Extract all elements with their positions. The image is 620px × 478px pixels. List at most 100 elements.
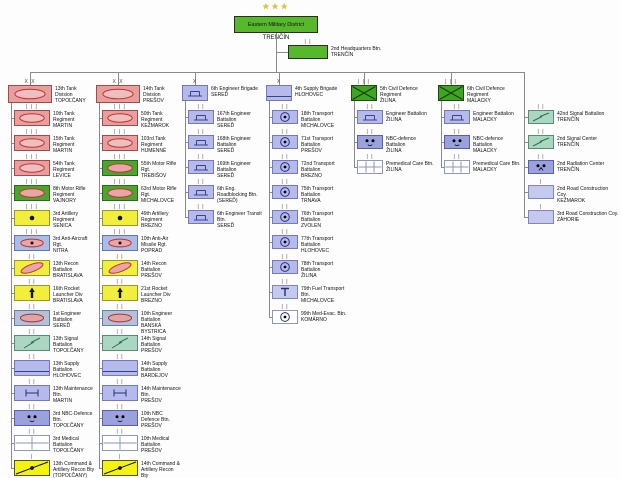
echelon-mark: | | | bbox=[114, 178, 126, 185]
connector-line bbox=[11, 193, 14, 194]
echelon-mark: | | bbox=[116, 378, 124, 385]
connector-line bbox=[11, 118, 14, 119]
unit-label: 103rd Tank Regiment HUMENNÉ bbox=[141, 136, 181, 154]
connector-line bbox=[524, 192, 528, 193]
echelon-mark: | | bbox=[453, 103, 461, 110]
unit-label: 55th Motor Rifle Rgt. TREBIŠOV bbox=[141, 161, 181, 179]
unit-place: NITRA bbox=[53, 248, 68, 254]
connector-line bbox=[451, 72, 452, 85]
unit-name: 18th Transport Battalion bbox=[301, 111, 334, 123]
unit-label: 13th Supply Battalion HLOHOVEC bbox=[53, 361, 95, 379]
unit-place: BANSKÁ BYSTRICA bbox=[141, 323, 167, 335]
echelon-mark: | | bbox=[116, 278, 124, 285]
echelon-mark: | | | bbox=[358, 78, 370, 85]
unit-symbol-medical-icon bbox=[102, 435, 138, 451]
unit-place: ZÁHORIE bbox=[557, 217, 580, 223]
unit-label: 167th Engineer Battalion SEREĎ bbox=[217, 111, 265, 129]
unit-label: 14th Recon Battalion PREŠOV bbox=[141, 261, 181, 279]
unit-symbol-armor-icon bbox=[102, 135, 138, 151]
unit-place: SEREĎ bbox=[217, 148, 235, 154]
unit-name: NBC-defence Battalion bbox=[386, 136, 417, 148]
unit-label: 14th Maintenance Btn. PREŠOV bbox=[141, 386, 181, 404]
unit-name: 3rd NBC-Defence Btn. bbox=[53, 411, 93, 423]
unit-label: 6th Eng. Roadblocking Btn. (SEREĎ) bbox=[217, 186, 265, 204]
connector-line bbox=[269, 167, 272, 168]
connector-line bbox=[276, 52, 288, 53]
connector-line bbox=[11, 318, 14, 319]
connector-line bbox=[354, 117, 357, 118]
unit-symbol-signal-icon bbox=[102, 335, 138, 351]
connector-line bbox=[524, 217, 528, 218]
unit-symbol-maintenance-icon bbox=[14, 385, 50, 401]
unit-label: NBC-defence Battalion MALACKY bbox=[473, 136, 523, 154]
unit-symbol-recon-icon bbox=[102, 260, 138, 276]
echelon-mark: | | bbox=[281, 228, 289, 235]
unit-name: 13th Tank Division bbox=[55, 86, 77, 98]
unit-place: PREŠOV bbox=[143, 98, 164, 104]
unit-label: 99th Med-Evac. Btn. KOMÁRNO bbox=[301, 311, 350, 323]
unit-symbol-nbc-icon bbox=[444, 135, 470, 149]
unit-label: 10th NBC Defence Btn. PREŠOV bbox=[141, 411, 181, 429]
unit-label: 78th Transport Battalion ŽILINA bbox=[301, 261, 350, 279]
unit-name: Engineer Battalion bbox=[473, 111, 514, 117]
unit-label: 14th Signal Battalion PREŠOV bbox=[141, 336, 181, 354]
connector-line bbox=[99, 193, 102, 194]
echelon-mark: X bbox=[276, 78, 282, 85]
unit-name: 14th Recon Battalion bbox=[141, 261, 167, 273]
connector-line bbox=[269, 292, 272, 293]
unit-label: 10th Tank Regiment MARTIN bbox=[53, 111, 95, 129]
unit-name: 6th Engineer Brigade bbox=[211, 86, 258, 92]
unit-label: 63rd Motor Rifle Rgt. MICHALOVCE bbox=[141, 186, 181, 204]
unit-name: 3rd Road Construction Coy. bbox=[557, 211, 619, 217]
unit-label: 8th Motor Rifle Regiment VAJNORY bbox=[53, 186, 95, 204]
echelon-mark: | | bbox=[281, 103, 289, 110]
unit-name: 169th Engineer Battalion bbox=[217, 161, 251, 173]
unit-name: 2nd Radiation Center bbox=[557, 161, 605, 167]
unit-label: 14th Supply Battalion BARDEJOV bbox=[141, 361, 181, 379]
unit-symbol-supply-icon bbox=[102, 360, 138, 376]
unit-label: 3rd NBC-Defence Btn. TOPOĽČANY bbox=[53, 411, 95, 429]
unit-place: TREBIŠOV bbox=[141, 173, 167, 179]
unit-symbol-bridge-icon bbox=[188, 185, 214, 199]
echelon-mark: | | bbox=[28, 353, 36, 360]
connector-line bbox=[269, 317, 272, 318]
unit-label: 13th Maintenance Btn. MARTIN bbox=[53, 386, 95, 404]
echelon-mark: | | bbox=[537, 103, 545, 110]
unit-place: TRENČÍN bbox=[557, 142, 580, 148]
connector-line bbox=[269, 142, 272, 143]
unit-symbol-transport-icon bbox=[272, 135, 298, 149]
unit-place: MALACKY bbox=[473, 167, 497, 173]
unit-place: HUMENNÉ bbox=[141, 148, 167, 154]
echelon-mark: | | bbox=[28, 378, 36, 385]
unit-place: MICHALOVCE bbox=[301, 123, 335, 129]
district-name: Eastern Military District bbox=[247, 21, 305, 28]
unit-name: 55th Motor Rifle Rgt. bbox=[141, 161, 177, 173]
echelon-mark: | | bbox=[197, 203, 205, 210]
unit-symbol-medical-icon bbox=[14, 435, 50, 451]
district-place: TRENČÍN bbox=[234, 35, 318, 41]
unit-name: 10th Anti-Air Missile Rgt. bbox=[141, 236, 169, 248]
unit-place: HLOHOVEC bbox=[53, 373, 82, 379]
unit-place: KOMÁRNO bbox=[301, 317, 327, 323]
echelon-mark: | | bbox=[537, 128, 545, 135]
unit-label: 2nd Radiation Center TRENČÍN bbox=[557, 161, 619, 173]
unit-label: 16th Rocket Launcher Div BRATISLAVA bbox=[53, 286, 95, 304]
unit-symbol-cmd-recon-icon bbox=[14, 460, 50, 476]
unit-place: (TOPOĽČANY) bbox=[53, 473, 88, 478]
unit-symbol-rocket-icon bbox=[102, 285, 138, 301]
echelon-mark: | | bbox=[116, 253, 124, 260]
connector-line bbox=[99, 268, 102, 269]
unit-name: 79th Fuel Transport Btn. bbox=[301, 286, 345, 298]
unit-name: 8th Motor Rifle Regiment bbox=[53, 186, 86, 198]
echelon-mark: | | | bbox=[114, 203, 126, 210]
echelon-mark: | | bbox=[28, 403, 36, 410]
unit-label: 2nd Signal Center TRENČÍN bbox=[557, 136, 619, 148]
unit-name: 167th Engineer Battalion bbox=[217, 111, 251, 123]
echelon-mark: | | bbox=[281, 303, 289, 310]
echelon-mark: | | bbox=[116, 303, 124, 310]
unit-place: POPRAD bbox=[141, 248, 163, 254]
unit-place: BREZNO bbox=[141, 298, 162, 304]
echelon-mark: | | | bbox=[114, 153, 126, 160]
unit-symbol-recon-icon bbox=[14, 260, 50, 276]
unit-symbol-armor-icon bbox=[8, 85, 52, 103]
